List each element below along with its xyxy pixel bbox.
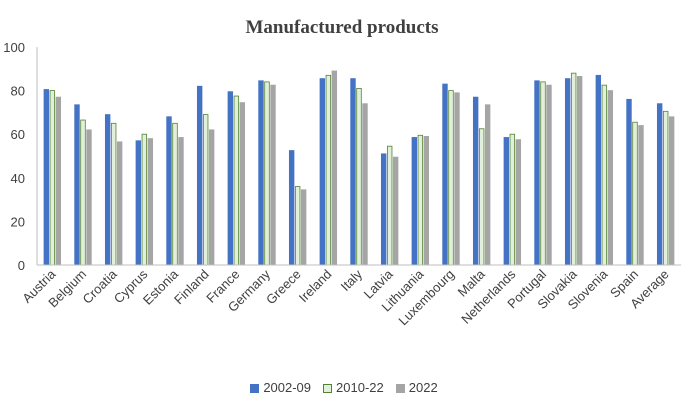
bar-2002-09-spain xyxy=(626,98,632,266)
bar-2010-22-luxembourg xyxy=(448,90,454,266)
bar-2002-09-belgium xyxy=(74,104,80,266)
bar-2002-09-croatia xyxy=(104,114,111,266)
bar-2002-09-average xyxy=(656,103,663,266)
bar-2022-italy xyxy=(362,103,368,266)
bar-2002-09-slovakia xyxy=(564,78,571,266)
y-tick-label: 80 xyxy=(11,84,25,99)
x-tick-label: Croatia xyxy=(80,266,121,307)
bar-2002-09-austria xyxy=(43,89,50,266)
bar-2002-09-estonia xyxy=(166,116,172,266)
bar-2022-croatia xyxy=(116,141,123,266)
bar-2002-09-netherlands xyxy=(503,137,510,266)
bar-2022-austria xyxy=(55,96,62,266)
y-tick-label: 100 xyxy=(3,40,25,55)
bar-2002-09-lithuania xyxy=(411,137,418,266)
bar-2010-22-croatia xyxy=(110,122,117,266)
bar-2010-22-malta xyxy=(478,128,485,266)
bar-2022-germany xyxy=(270,84,276,266)
bar-2002-09-germany xyxy=(258,80,264,266)
bars xyxy=(43,70,675,266)
bar-2010-22-germany xyxy=(264,81,270,266)
bar-2022-latvia xyxy=(392,156,399,266)
bar-2022-luxembourg xyxy=(454,92,460,266)
bar-2022-france xyxy=(239,102,246,266)
bar-2022-spain xyxy=(638,125,644,266)
legend-label: 2010-22 xyxy=(336,380,384,395)
bar-2010-22-austria xyxy=(49,90,56,266)
x-tick-label: Ireland xyxy=(296,267,335,306)
bar-2002-09-greece xyxy=(288,150,295,266)
bar-2010-22-ireland xyxy=(325,74,332,266)
bar-2022-cyprus xyxy=(147,138,154,266)
bar-2022-portugal xyxy=(546,84,552,266)
bar-2002-09-malta xyxy=(472,96,479,266)
y-tick-label: 60 xyxy=(11,127,25,142)
bar-2002-09-france xyxy=(227,91,234,266)
y-tick-label: 20 xyxy=(11,214,25,229)
legend-item: 2002-09 xyxy=(250,380,311,395)
bar-2002-09-cyprus xyxy=(135,140,142,266)
bar-2002-09-italy xyxy=(350,78,356,266)
legend-swatch xyxy=(250,384,260,393)
chart-title: Manufactured products xyxy=(245,17,438,38)
bar-2002-09-luxembourg xyxy=(442,83,448,266)
bar-2010-22-slovenia xyxy=(601,84,608,266)
y-tick-label: 0 xyxy=(18,258,25,273)
bar-2002-09-slovenia xyxy=(595,74,602,266)
bar-2010-22-greece xyxy=(294,186,301,266)
bar-2022-slovenia xyxy=(607,90,614,266)
bar-2010-22-netherlands xyxy=(509,133,516,266)
bar-2010-22-estonia xyxy=(172,122,178,266)
y-tick-label: 40 xyxy=(11,171,25,186)
bar-2022-greece xyxy=(300,189,307,266)
legend-label: 2022 xyxy=(408,380,438,395)
bar-2010-22-average xyxy=(662,110,669,266)
legend: 2002-09 2010-22 2022 xyxy=(0,380,688,395)
legend-swatch xyxy=(323,384,333,393)
bar-2010-22-cyprus xyxy=(141,133,148,266)
bar-2010-22-slovakia xyxy=(570,72,577,266)
bar-2022-malta xyxy=(484,104,491,266)
bar-2010-22-belgium xyxy=(80,119,86,266)
x-tick-label: Greece xyxy=(263,267,304,308)
bar-2010-22-italy xyxy=(356,88,362,266)
x-tick-label: Finland xyxy=(171,267,212,308)
bar-2022-ireland xyxy=(331,70,338,266)
legend-item: 2022 xyxy=(395,380,438,395)
bar-2022-lithuania xyxy=(423,135,430,266)
bar-2002-09-ireland xyxy=(319,78,326,266)
bar-2002-09-finland xyxy=(196,85,203,266)
bar-2010-22-lithuania xyxy=(417,134,424,266)
bar-2002-09-latvia xyxy=(380,153,387,266)
bar-2010-22-france xyxy=(233,95,240,266)
legend-swatch xyxy=(395,384,405,393)
legend-label: 2002-09 xyxy=(263,380,312,395)
bar-2010-22-finland xyxy=(202,114,209,266)
bar-2022-slovakia xyxy=(576,76,583,266)
bar-2002-09-portugal xyxy=(534,80,540,266)
bar-2022-average xyxy=(668,116,675,266)
legend-item: 2010-22 xyxy=(323,380,384,395)
bar-2010-22-portugal xyxy=(540,81,546,266)
bar-2022-netherlands xyxy=(515,139,522,266)
x-axis: AustriaBelgiumCroatiaCyprusEstoniaFinlan… xyxy=(19,264,681,328)
y-axis: 0 20 40 60 80 100 xyxy=(3,40,38,273)
bar-2022-estonia xyxy=(178,137,184,266)
bar-2022-finland xyxy=(208,129,215,266)
bar-2022-belgium xyxy=(86,129,92,266)
bar-2010-22-latvia xyxy=(386,145,393,266)
bar-2010-22-spain xyxy=(632,121,638,266)
